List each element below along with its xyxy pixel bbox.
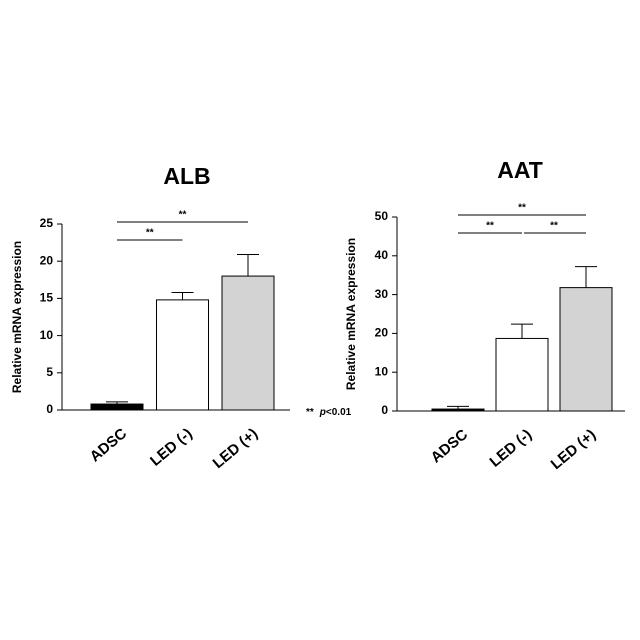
y-tick-label: 10 <box>375 364 389 378</box>
footnote: ** p<0.01 <box>306 407 352 418</box>
chart-title: ALB <box>163 163 210 189</box>
significance-label: ** <box>146 228 154 239</box>
footnote-part: p <box>319 407 326 418</box>
y-tick-label: 40 <box>375 248 389 262</box>
bar <box>157 300 209 410</box>
significance-label: ** <box>518 203 526 214</box>
y-tick-label: 0 <box>381 403 388 417</box>
x-tick-label: LED (+) <box>210 425 261 472</box>
bar <box>496 338 548 411</box>
significance-label: ** <box>550 221 558 232</box>
footnote-part: <0.01 <box>326 407 352 418</box>
y-axis-label: Relative mRNA expression <box>10 241 24 393</box>
chart-title: AAT <box>497 157 543 183</box>
x-tick-label: LED (-) <box>147 425 196 470</box>
bar <box>432 409 484 411</box>
y-tick-label: 10 <box>40 328 54 342</box>
bar <box>560 288 612 411</box>
y-tick-label: 20 <box>375 326 389 340</box>
y-tick-label: 20 <box>40 253 54 267</box>
y-tick-label: 0 <box>46 402 53 416</box>
significance-label: ** <box>486 221 494 232</box>
x-tick-label: ADSC <box>87 425 131 465</box>
y-tick-label: 15 <box>40 291 54 305</box>
significance-label: ** <box>179 210 187 221</box>
x-tick-label: ADSC <box>428 426 472 466</box>
bar <box>222 276 274 410</box>
y-tick-label: 5 <box>46 365 53 379</box>
y-axis-label: Relative mRNA expression <box>344 238 358 390</box>
x-tick-label: LED (-) <box>487 426 536 471</box>
y-tick-label: 25 <box>40 216 54 230</box>
y-tick-label: 30 <box>375 287 389 301</box>
bar <box>91 404 143 410</box>
x-tick-label: LED (+) <box>548 426 599 473</box>
y-tick-label: 50 <box>375 209 389 223</box>
footnote-part: ** <box>306 407 314 418</box>
